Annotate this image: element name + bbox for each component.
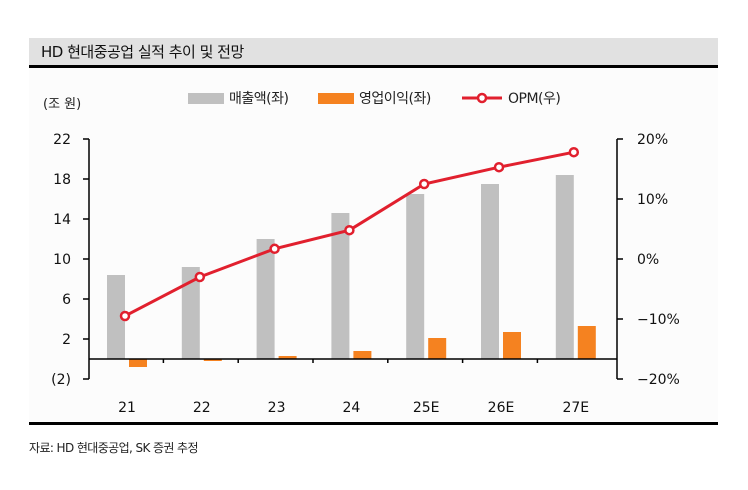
left-axis-tick-label: 18 bbox=[53, 172, 71, 188]
x-axis-label-22: 22 bbox=[193, 400, 211, 416]
legend-swatch-revenue bbox=[188, 92, 224, 104]
bar-revenue-22 bbox=[181, 267, 200, 359]
left-axis-tick-label: 10 bbox=[53, 252, 71, 268]
right-axis-tick-label: 20% bbox=[637, 132, 668, 148]
left-axis-tick-label: 22 bbox=[53, 132, 71, 148]
legend-swatch-operating-profit bbox=[318, 92, 354, 104]
legend-label-opm: OPM(우) bbox=[508, 91, 561, 107]
opm-point-21 bbox=[119, 310, 131, 322]
bar-operating-profit-23 bbox=[278, 356, 297, 359]
opm-point-25E bbox=[418, 178, 430, 190]
bar-operating-profit-21 bbox=[129, 359, 147, 367]
opm-point-22 bbox=[194, 271, 206, 283]
left-axis-tick-label: 2 bbox=[62, 332, 71, 348]
right-axis-tick-label: −10% bbox=[637, 312, 680, 328]
legend-revenue: 매출액(좌) bbox=[188, 88, 289, 108]
bar-operating-profit-26E bbox=[503, 332, 521, 359]
left-axis-tick-label: 6 bbox=[62, 292, 71, 308]
left-axis-tick-label: (2) bbox=[51, 372, 71, 388]
legend-opm: OPM(우) bbox=[461, 88, 561, 108]
legend-swatch-opm bbox=[462, 92, 502, 104]
left-axis-unit: (조 원) bbox=[43, 97, 82, 112]
x-axis-label-24: 24 bbox=[342, 400, 360, 416]
title-bar bbox=[29, 38, 718, 68]
right-axis-tick-label: 10% bbox=[637, 192, 668, 208]
bar-revenue-27E bbox=[555, 175, 574, 359]
left-axis-tick-label: 14 bbox=[53, 212, 71, 228]
source-note: 자료: HD 현대중공업, SK 증권 추정 bbox=[29, 441, 199, 455]
x-axis-label-23: 23 bbox=[268, 400, 286, 416]
right-axis-tick-label: −20% bbox=[637, 372, 680, 388]
right-axis-tick-label: 0% bbox=[637, 252, 659, 268]
x-axis-label-27E: 27E bbox=[562, 400, 589, 416]
bar-operating-profit-24 bbox=[353, 351, 372, 359]
x-axis-label-25E: 25E bbox=[413, 400, 440, 416]
x-axis-label-26E: 26E bbox=[488, 400, 515, 416]
legend-label-operating-profit: 영업이익(좌) bbox=[359, 91, 431, 107]
chart-title: HD 현대중공업 실적 추이 및 전망 bbox=[41, 43, 244, 61]
opm-point-26E bbox=[493, 161, 505, 173]
bar-operating-profit-27E bbox=[577, 326, 596, 359]
bottom-rule bbox=[29, 422, 718, 425]
opm-point-27E bbox=[568, 146, 580, 158]
opm-point-23 bbox=[269, 243, 280, 255]
opm-point-24 bbox=[344, 224, 355, 236]
bar-operating-profit-22 bbox=[203, 359, 222, 361]
x-axis-label-21: 21 bbox=[118, 400, 136, 416]
bar-revenue-24 bbox=[331, 213, 350, 359]
bar-revenue-23 bbox=[256, 239, 275, 359]
bar-operating-profit-25E bbox=[428, 338, 447, 359]
bar-revenue-25E bbox=[406, 194, 425, 359]
legend-label-revenue: 매출액(좌) bbox=[229, 91, 289, 107]
legend-operating-profit: 영업이익(좌) bbox=[318, 88, 431, 108]
bar-revenue-21 bbox=[107, 275, 125, 359]
bar-revenue-26E bbox=[481, 184, 499, 359]
